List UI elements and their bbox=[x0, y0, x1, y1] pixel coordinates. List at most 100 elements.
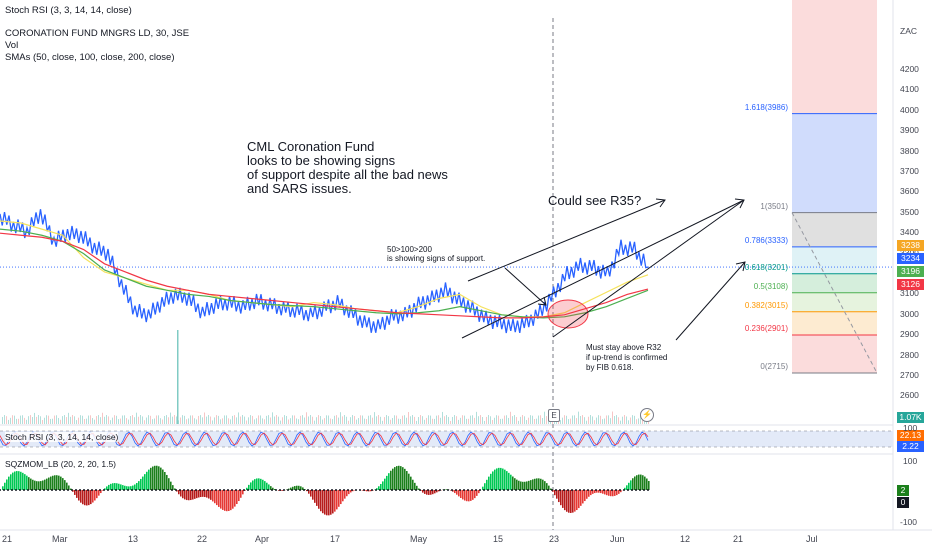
volume-bar bbox=[584, 417, 585, 424]
highlight-ellipse bbox=[547, 299, 589, 329]
sqz-bar bbox=[210, 490, 212, 500]
volume-bar bbox=[220, 419, 221, 424]
sqz-dot bbox=[247, 489, 249, 491]
sqz-bar bbox=[454, 490, 456, 494]
sqzmom-label: SQZMOM_LB (20, 2, 20, 1.5) bbox=[5, 459, 117, 469]
sqz-dot bbox=[571, 489, 573, 491]
sqz-bar bbox=[136, 483, 138, 490]
volume-bar bbox=[112, 417, 113, 424]
symbol-title: CORONATION FUND MNGRS LD, 30, JSE bbox=[5, 28, 190, 39]
sqz-bar bbox=[162, 469, 164, 490]
volume-bar bbox=[614, 415, 615, 424]
sqz-bar bbox=[324, 490, 326, 515]
series-line-sma-200 bbox=[0, 232, 649, 319]
sqz-bar bbox=[402, 467, 404, 490]
time-axis-tick: 22 bbox=[197, 534, 208, 544]
sqz-bar bbox=[8, 476, 10, 490]
sqz-bar bbox=[292, 486, 294, 490]
volume-bar bbox=[562, 417, 563, 424]
sqz-bar bbox=[46, 478, 48, 490]
price-axis-tick: 4000 bbox=[900, 104, 919, 115]
sqz-dot bbox=[535, 489, 537, 491]
sqz-dot bbox=[283, 489, 285, 491]
sqz-bar bbox=[346, 490, 348, 497]
sqz-dot bbox=[235, 489, 237, 491]
sqz-dot bbox=[307, 489, 309, 491]
volume-bar bbox=[116, 415, 117, 424]
volume-bar bbox=[442, 411, 443, 424]
sqz-bar bbox=[256, 478, 258, 490]
volume-bar bbox=[288, 419, 289, 424]
volume-bar bbox=[344, 415, 345, 424]
sqz-dot bbox=[343, 489, 345, 491]
sqz-bar bbox=[496, 468, 498, 490]
sqz-bar bbox=[532, 479, 534, 490]
price-axis-tick: 3900 bbox=[900, 125, 919, 136]
sqz-dot bbox=[111, 489, 113, 491]
event-marker[interactable]: E bbox=[548, 409, 560, 422]
sqz-dot bbox=[147, 489, 149, 491]
sqz-dot bbox=[75, 489, 77, 491]
volume-bar bbox=[378, 415, 379, 424]
volume-bar bbox=[458, 419, 459, 424]
sqz-bar bbox=[218, 490, 220, 507]
sqz-bar bbox=[20, 471, 22, 490]
sqz-bar bbox=[572, 490, 574, 513]
volume-bar bbox=[536, 418, 537, 424]
price-axis-tick: 3300 bbox=[900, 248, 919, 258]
sqz-bar bbox=[400, 466, 402, 490]
sqz-dot bbox=[219, 489, 221, 491]
sqz-bar bbox=[486, 479, 488, 490]
sqz-bar bbox=[32, 479, 34, 490]
sqz-dot bbox=[347, 489, 349, 491]
sqz-dot bbox=[139, 489, 141, 491]
volume-bar bbox=[528, 417, 529, 424]
sqz-bar bbox=[238, 490, 240, 502]
volume-bar bbox=[108, 416, 109, 424]
sqz-dot bbox=[55, 489, 57, 491]
fib-label: 1(3501) bbox=[760, 201, 788, 211]
sqz-bar bbox=[208, 490, 210, 499]
fib-zone bbox=[792, 212, 877, 247]
volume-bar bbox=[184, 415, 185, 424]
volume-bar bbox=[514, 415, 515, 424]
sqz-bar bbox=[18, 471, 20, 490]
sqz-bar bbox=[518, 480, 520, 490]
volume-bar bbox=[400, 418, 401, 424]
volume-bar bbox=[450, 420, 451, 424]
volume-bar bbox=[272, 412, 273, 424]
sqz-bar bbox=[612, 490, 614, 497]
volume-bar bbox=[76, 420, 77, 424]
sqz-bar bbox=[254, 479, 256, 490]
volume-bar bbox=[466, 418, 467, 424]
volume-bar bbox=[424, 419, 425, 424]
lightning-icon[interactable]: ⚡ bbox=[640, 408, 654, 422]
volume-bar bbox=[582, 415, 583, 424]
volume-bar bbox=[366, 419, 367, 424]
sqz-bar bbox=[82, 490, 84, 505]
sqz-bar bbox=[528, 480, 530, 490]
volume-bar bbox=[42, 419, 43, 424]
price-badge: 0 bbox=[897, 497, 909, 508]
volume-bar bbox=[210, 416, 211, 424]
volume-bar bbox=[150, 415, 151, 424]
volume-bar bbox=[372, 417, 373, 424]
sqz-dot bbox=[123, 489, 125, 491]
volume-bar bbox=[26, 419, 27, 424]
sqz-dot bbox=[323, 489, 325, 491]
sqz-dot bbox=[91, 489, 93, 491]
fib-trend-line bbox=[791, 212, 878, 374]
sqz-dot bbox=[155, 489, 157, 491]
r32-arrow bbox=[675, 261, 746, 341]
sqz-bar bbox=[154, 465, 156, 490]
volume-bar bbox=[560, 420, 561, 424]
sqz-bar bbox=[288, 488, 290, 490]
sqz-bar bbox=[578, 490, 580, 509]
volume-bar bbox=[86, 418, 87, 424]
volume-bar bbox=[64, 415, 65, 424]
sqz-bar bbox=[118, 483, 120, 490]
sqz-bar bbox=[600, 490, 602, 494]
sqz-dot bbox=[583, 489, 585, 491]
sqz-dot bbox=[423, 489, 425, 491]
